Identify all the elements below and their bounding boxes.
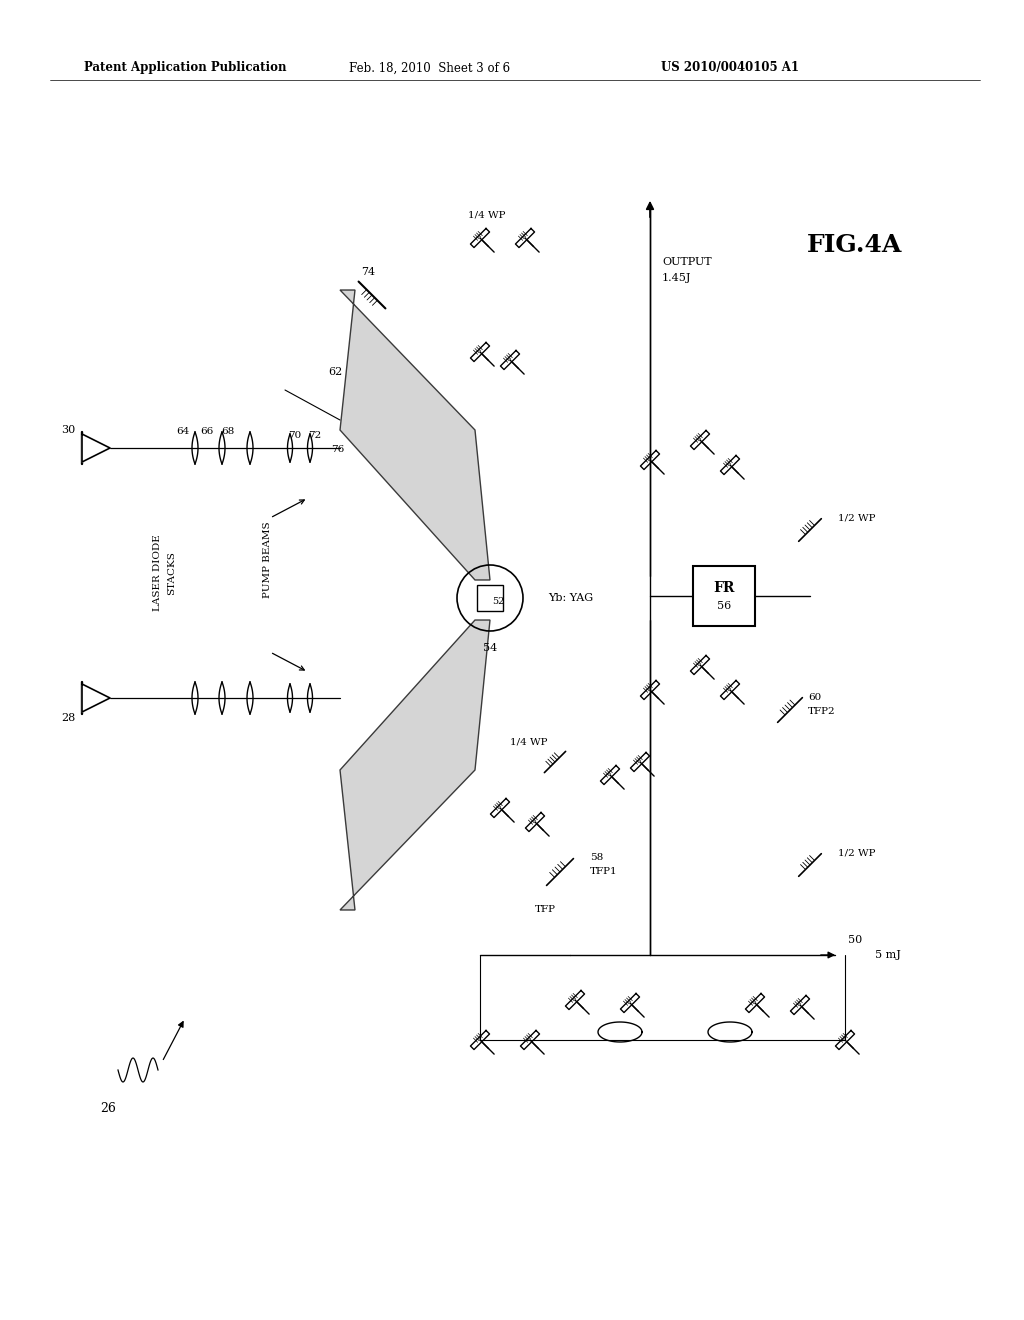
Text: US 2010/0040105 A1: US 2010/0040105 A1 [662,62,799,74]
Polygon shape [82,434,110,462]
Text: 1.45J: 1.45J [662,273,691,282]
Text: Yb: YAG: Yb: YAG [548,593,593,603]
Text: 74: 74 [360,267,375,277]
Text: 50: 50 [848,935,862,945]
Text: LASER DIODE: LASER DIODE [154,535,163,611]
Text: FIG.4A: FIG.4A [807,234,903,257]
Text: 58: 58 [590,854,603,862]
Text: 1/4 WP: 1/4 WP [468,210,506,219]
Text: 68: 68 [221,428,234,437]
Text: Patent Application Publication: Patent Application Publication [84,62,287,74]
FancyBboxPatch shape [693,566,755,626]
Text: 56: 56 [717,601,731,611]
Polygon shape [82,684,110,711]
Polygon shape [340,620,490,909]
Text: 28: 28 [60,713,75,723]
Text: TFP: TFP [535,906,555,915]
Polygon shape [340,290,490,579]
Text: OUTPUT: OUTPUT [662,257,712,267]
Text: 26: 26 [100,1101,116,1114]
Text: 62: 62 [328,367,342,378]
Text: 1/2 WP: 1/2 WP [838,513,876,523]
Text: TFP2: TFP2 [808,708,836,717]
Text: 70: 70 [289,430,302,440]
Text: 52: 52 [492,597,505,606]
Text: Feb. 18, 2010  Sheet 3 of 6: Feb. 18, 2010 Sheet 3 of 6 [349,62,511,74]
Text: PUMP BEAMS: PUMP BEAMS [263,521,272,598]
Text: 30: 30 [60,425,75,436]
Text: 1/2 WP: 1/2 WP [838,849,876,858]
Text: 64: 64 [176,428,189,437]
Text: 76: 76 [332,446,345,454]
Text: 54: 54 [483,643,497,653]
Text: FR: FR [714,581,734,595]
Text: 72: 72 [308,430,322,440]
Text: 66: 66 [201,428,214,437]
Text: TFP1: TFP1 [590,867,617,876]
Bar [477,585,503,611]
Text: 60: 60 [808,693,821,702]
Text: 1/4 WP: 1/4 WP [511,738,548,747]
Text: 5 mJ: 5 mJ [874,950,901,960]
Text: STACKS: STACKS [168,550,176,595]
